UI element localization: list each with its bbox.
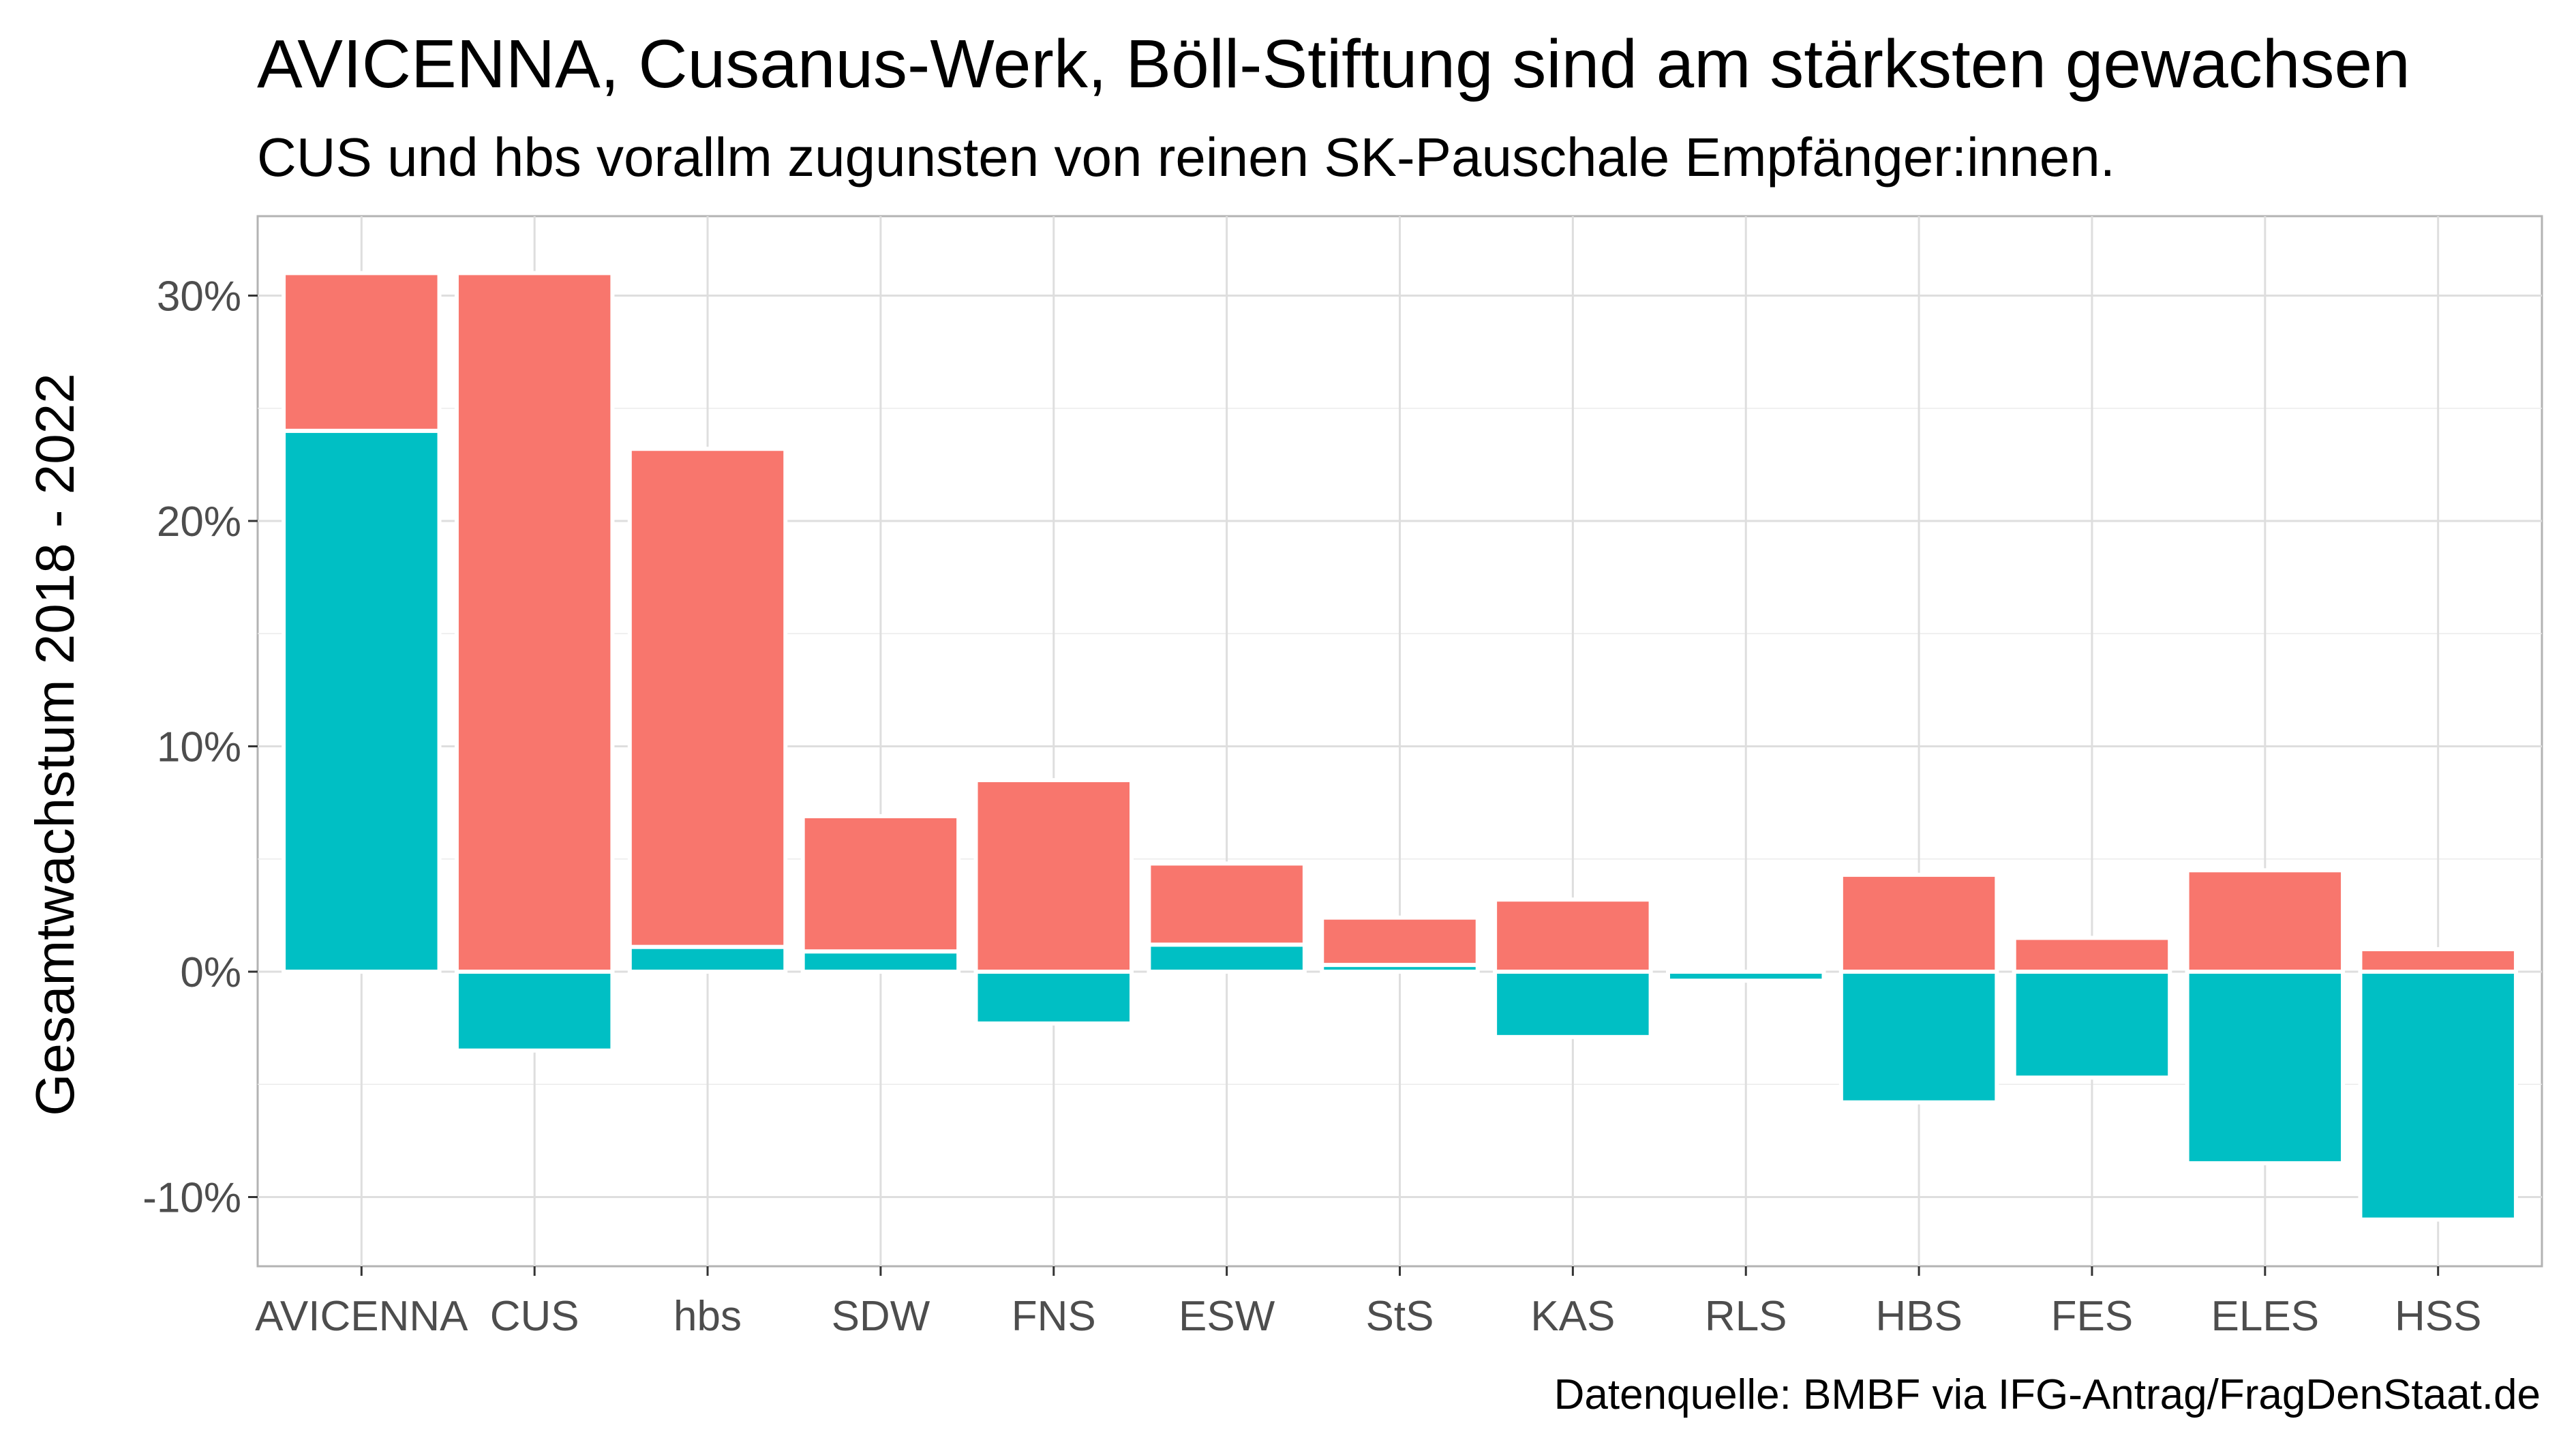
bar-hbs-series-1 (1838, 872, 1999, 974)
chart-caption: Datenquelle: BMBF via IFG-Antrag/FragDen… (1554, 1371, 2541, 1418)
bar-hbs-series-1 (627, 447, 788, 949)
x-axis: AVICENNA CUS hbs SDW FNS ESW StS KAS RLS HBS FES EL… (255, 1266, 2481, 1340)
y-tick-label: -10% (142, 1175, 241, 1222)
x-tick-label-sts: StS (1366, 1293, 1434, 1340)
bar-hbs-series-0 (1838, 970, 1999, 1105)
bar-avicenna-series-1 (282, 271, 442, 433)
y-tick-label: 20% (157, 498, 241, 546)
x-tick-label-hbs: HBS (1875, 1293, 1962, 1340)
bar-sdw-series-1 (800, 813, 961, 954)
bar-avicenna-series-0 (282, 428, 442, 974)
x-tick-label-avicenna: AVICENNA (255, 1293, 468, 1340)
bar-esw-series-0 (1147, 942, 1307, 974)
bar-fes-series-1 (2012, 936, 2172, 974)
bar-cus-series-0 (454, 970, 615, 1053)
bar-fns-series-0 (973, 970, 1134, 1026)
bar-fes-series-0 (2012, 970, 2172, 1080)
x-tick-label-esw: ESW (1179, 1293, 1275, 1340)
bar-eles-series-0 (2185, 970, 2346, 1165)
y-axis-label: Gesamtwachstum 2018 - 2022 (25, 373, 85, 1116)
x-tick-label-cus: CUS (490, 1293, 579, 1340)
bar-hss-series-0 (2358, 970, 2518, 1222)
y-tick-label: 30% (157, 273, 241, 320)
bar-kas-series-1 (1493, 897, 1653, 974)
x-tick-label-hss: HSS (2395, 1293, 2481, 1340)
y-tick-label: 10% (157, 724, 241, 771)
bar-cus-series-1 (454, 271, 615, 974)
chart-title: AVICENNA, Cusanus-Werk, Böll-Stiftung si… (257, 26, 2410, 102)
x-tick-label-sdw: SDW (832, 1293, 930, 1340)
chart-subtitle: CUS und hbs vorallm zugunsten von reinen… (257, 127, 2115, 188)
bar-hss-series-1 (2358, 946, 2518, 974)
bar-sts-series-1 (1320, 915, 1480, 968)
x-tick-label-fns: FNS (1012, 1293, 1096, 1340)
x-tick-label-eles: ELES (2211, 1293, 2320, 1340)
bar-esw-series-1 (1147, 861, 1307, 947)
bar-eles-series-1 (2185, 868, 2346, 974)
bar-fns-series-1 (973, 778, 1134, 974)
y-axis: -10% 0% 10% 20% 30% (142, 273, 258, 1222)
bar-rls-series-0 (1665, 970, 1826, 983)
bar-hbs-series-0 (627, 944, 788, 974)
y-tick-label: 0% (180, 949, 241, 996)
bar-sdw-series-0 (800, 949, 961, 974)
x-tick-label-fes: FES (2051, 1293, 2134, 1340)
bar-kas-series-0 (1493, 970, 1653, 1039)
x-tick-label-kas: KAS (1530, 1293, 1615, 1340)
x-tick-label-hbs: hbs (673, 1293, 742, 1340)
x-tick-label-rls: RLS (1705, 1293, 1787, 1340)
bars (282, 271, 2518, 1222)
